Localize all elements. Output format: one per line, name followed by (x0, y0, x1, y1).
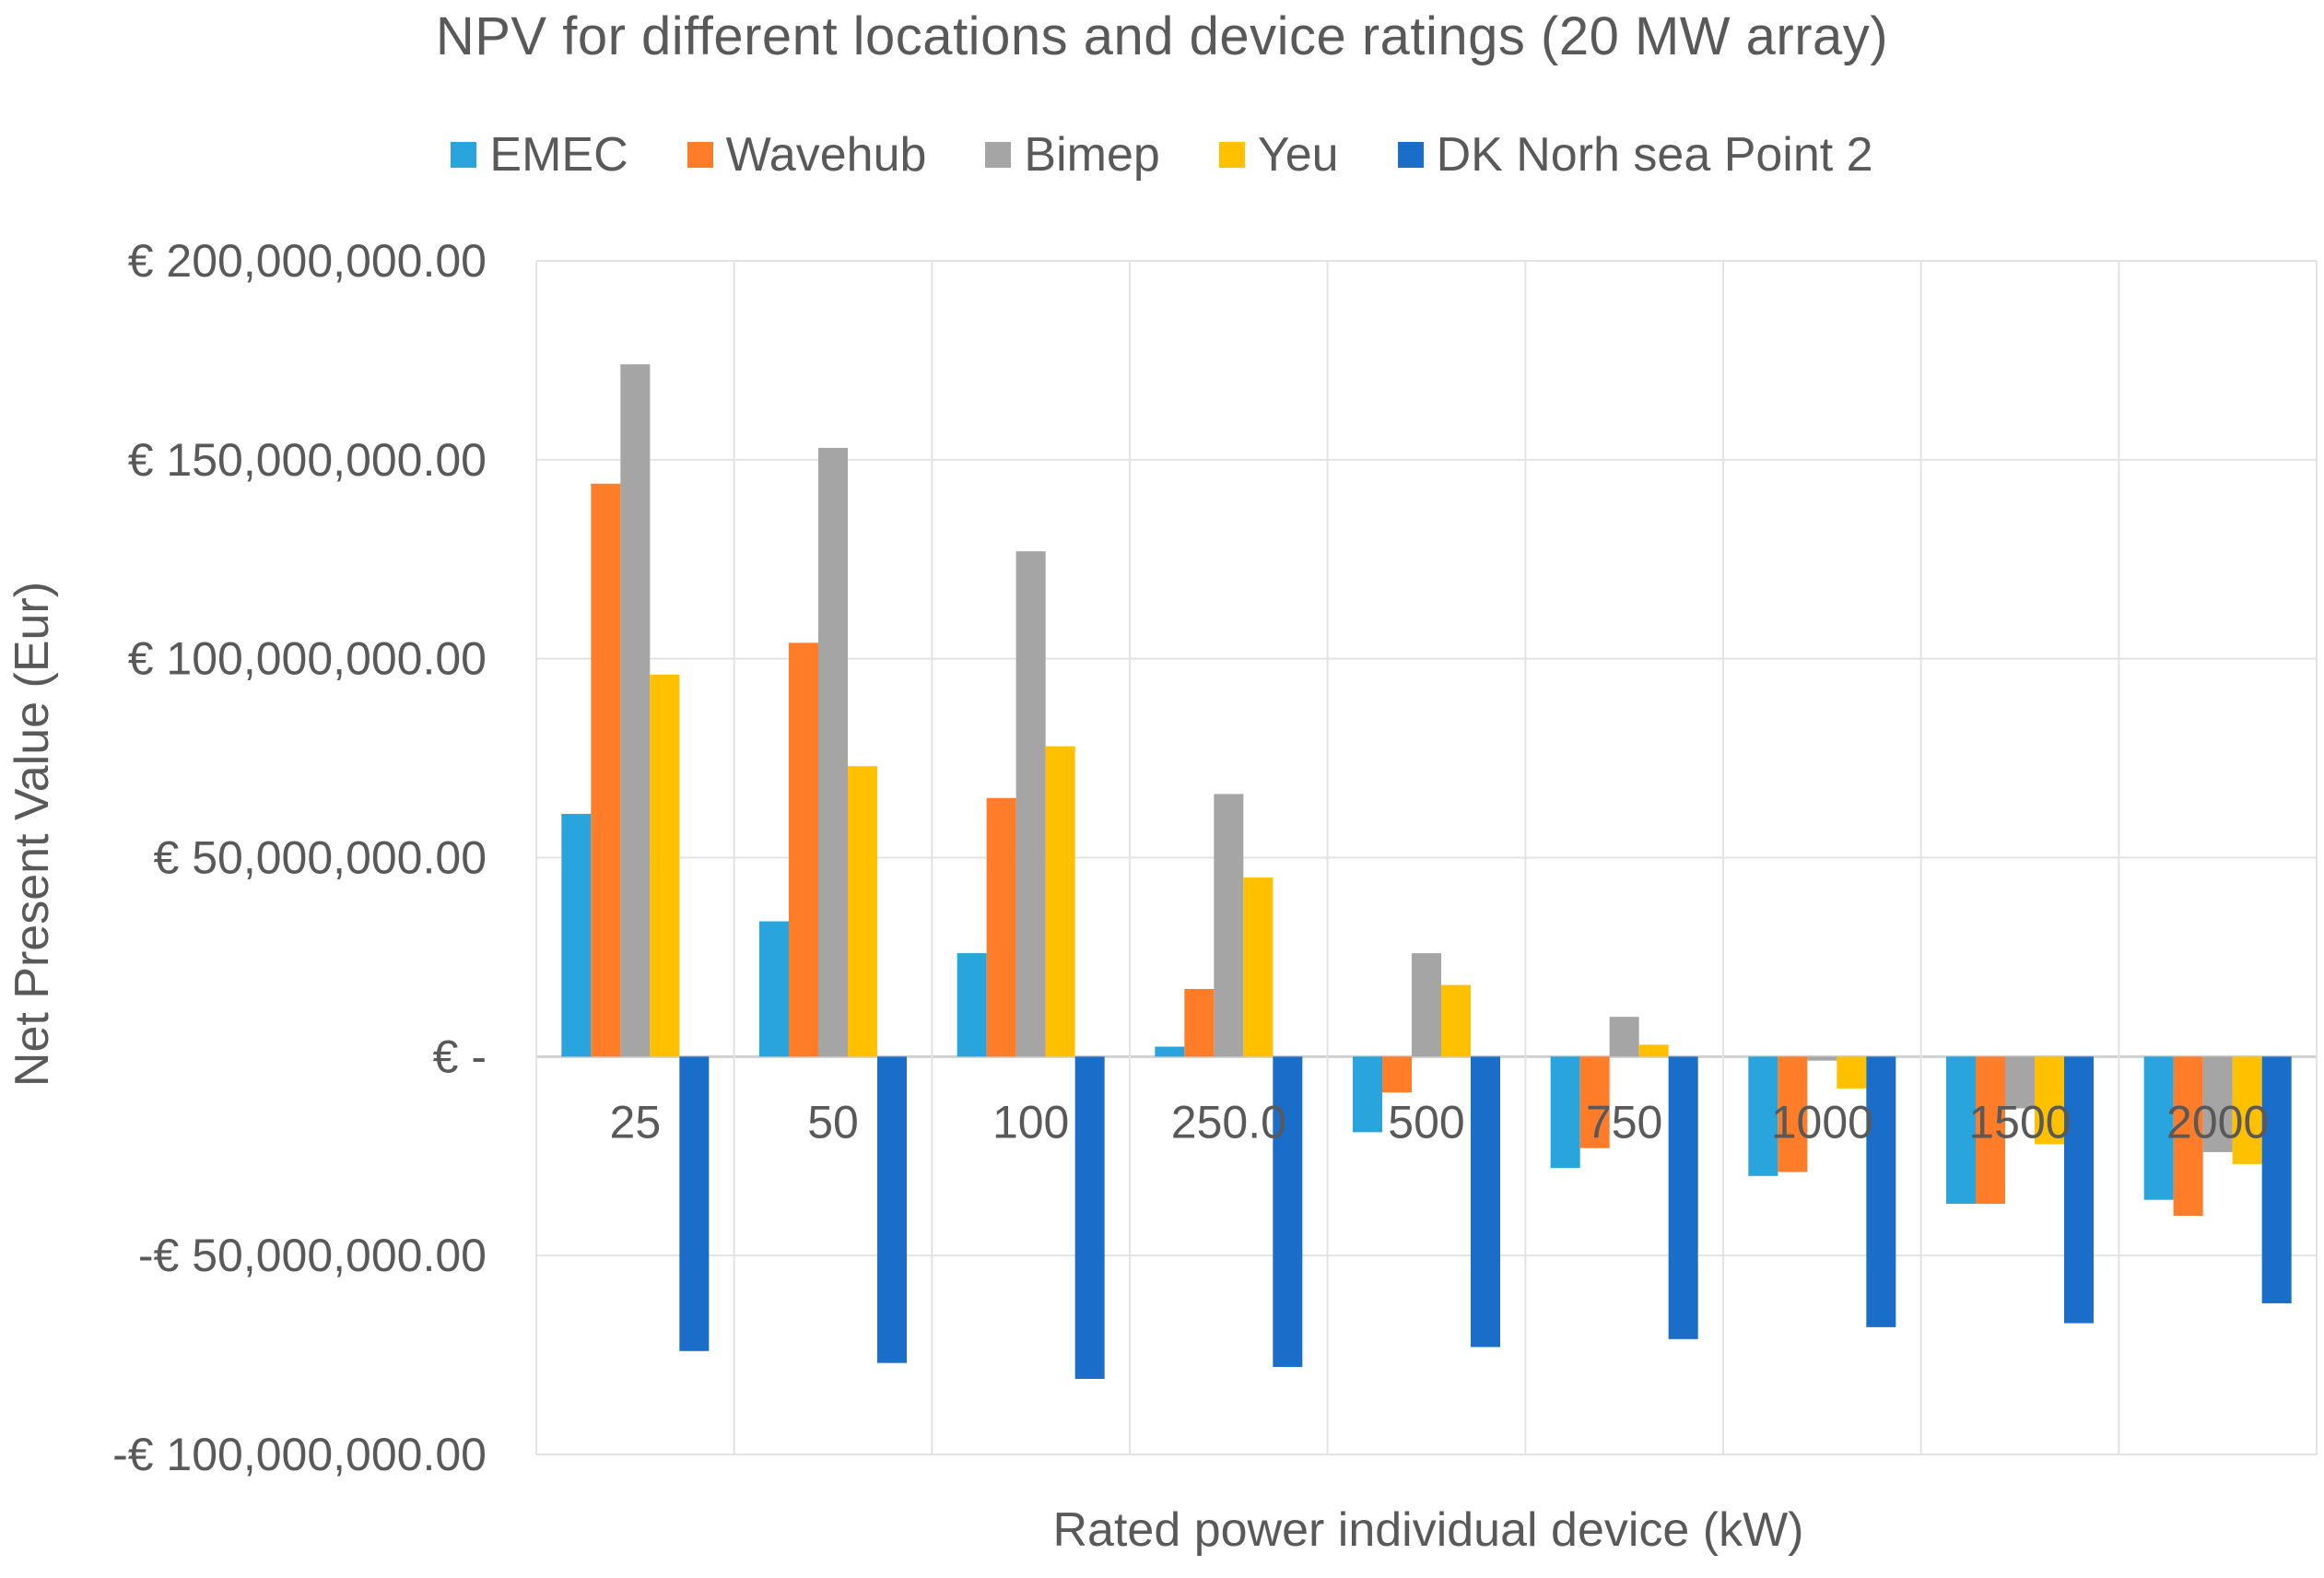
x-tick-label-6: 1000 (1771, 1096, 1873, 1148)
legend-label: Yeu (1257, 128, 1339, 182)
x-tick-label-1: 50 (807, 1096, 859, 1148)
bar-wavehub-1500 (1976, 1056, 2005, 1205)
bar-bimep-250.0 (1214, 794, 1244, 1057)
bar-yeu-1500 (2035, 1056, 2064, 1145)
bar-dk-norh-sea-point-2-50 (877, 1056, 907, 1363)
bar-emec-100 (957, 953, 987, 1057)
legend-swatch (687, 142, 713, 168)
bar-bimep-1500 (2005, 1056, 2035, 1109)
legend-swatch (1397, 142, 1424, 168)
bar-yeu-500 (1441, 984, 1471, 1057)
bar-bimep-50 (818, 447, 848, 1057)
bar-bimep-25 (620, 364, 651, 1057)
y-tick-label-4: € - (433, 1030, 487, 1082)
bar-yeu-50 (848, 766, 877, 1057)
bar-dk-norh-sea-point-2-25 (679, 1056, 710, 1351)
bar-yeu-2000 (2232, 1056, 2262, 1164)
bar-wavehub-1000 (1778, 1056, 1808, 1172)
legend-label: Wavehub (725, 128, 927, 182)
bar-dk-norh-sea-point-2-750 (1668, 1056, 1698, 1339)
bar-dk-norh-sea-point-2-1500 (2064, 1056, 2094, 1324)
legend-item-dk-norh-sea-point-2: DK Norh sea Point 2 (1397, 127, 1873, 183)
legend-swatch (451, 142, 477, 168)
y-tick-label-0: € 200,000,000.00 (128, 235, 487, 287)
bar-emec-2000 (2143, 1056, 2174, 1200)
bar-emec-25 (561, 814, 592, 1057)
bar-emec-500 (1353, 1056, 1382, 1133)
legend-swatch (985, 142, 1012, 168)
bar-wavehub-2000 (2173, 1056, 2203, 1216)
y-tick-label-2: € 100,000,000.00 (128, 633, 487, 685)
legend-swatch (1218, 142, 1245, 168)
bar-emec-1500 (1946, 1056, 1976, 1205)
legend-item-yeu: Yeu (1218, 127, 1339, 183)
bar-emec-1000 (1748, 1056, 1778, 1176)
y-tick-label-1: € 150,000,000.00 (128, 434, 487, 486)
bar-yeu-1000 (1837, 1056, 1867, 1089)
x-tick-label-4: 500 (1388, 1096, 1464, 1148)
bar-bimep-1000 (1807, 1056, 1837, 1061)
bar-bimep-100 (1015, 551, 1046, 1057)
bar-yeu-100 (1045, 746, 1075, 1057)
y-tick-label-6: -€ 100,000,000.00 (112, 1429, 487, 1480)
bar-wavehub-250.0 (1184, 988, 1215, 1057)
bar-dk-norh-sea-point-2-500 (1471, 1056, 1500, 1348)
bar-wavehub-750 (1579, 1056, 1610, 1148)
x-axis-label: Rated power individual device (kW) (1052, 1503, 1804, 1557)
bar-yeu-25 (650, 674, 680, 1057)
bar-wavehub-25 (591, 483, 621, 1057)
x-tick-label-3: 250.0 (1171, 1096, 1286, 1148)
bar-wavehub-50 (789, 642, 818, 1057)
x-tick-label-5: 750 (1586, 1096, 1662, 1148)
x-tick-label-0: 25 (610, 1096, 662, 1148)
bar-bimep-2000 (2202, 1056, 2233, 1152)
legend-label: Bimep (1024, 128, 1160, 182)
bar-wavehub-500 (1382, 1056, 1412, 1093)
bar-emec-50 (759, 921, 789, 1057)
bar-yeu-750 (1638, 1044, 1669, 1057)
x-tick-label-8: 2000 (2166, 1096, 2269, 1148)
bar-dk-norh-sea-point-2-100 (1074, 1056, 1105, 1379)
legend-label: EMEC (489, 128, 628, 182)
chart-title: NPV for different locations and device r… (435, 6, 1889, 66)
legend-item-wavehub: Wavehub (687, 127, 927, 183)
x-tick-label-7: 1500 (1968, 1096, 2071, 1148)
bar-bimep-750 (1609, 1017, 1639, 1057)
bar-emec-750 (1550, 1056, 1580, 1169)
legend: EMEC Wavehub Bimep Yeu DK Norh sea Point 2 (0, 127, 2324, 183)
legend-item-bimep: Bimep (985, 127, 1160, 183)
bar-yeu-250.0 (1243, 877, 1274, 1057)
y-tick-label-3: € 50,000,000.00 (154, 832, 487, 884)
legend-item-emec: EMEC (451, 127, 628, 183)
y-tick-label-5: -€ 50,000,000.00 (138, 1230, 487, 1281)
bar-wavehub-100 (986, 797, 1016, 1057)
x-tick-label-2: 100 (992, 1096, 1069, 1148)
bar-bimep-500 (1412, 953, 1441, 1057)
bar-dk-norh-sea-point-2-250.0 (1273, 1056, 1303, 1368)
bar-emec-250.0 (1155, 1046, 1185, 1057)
legend-label: DK Norh sea Point 2 (1436, 128, 1873, 182)
bar-dk-norh-sea-point-2-1000 (1866, 1056, 1896, 1327)
bar-dk-norh-sea-point-2-2000 (2261, 1056, 2292, 1303)
